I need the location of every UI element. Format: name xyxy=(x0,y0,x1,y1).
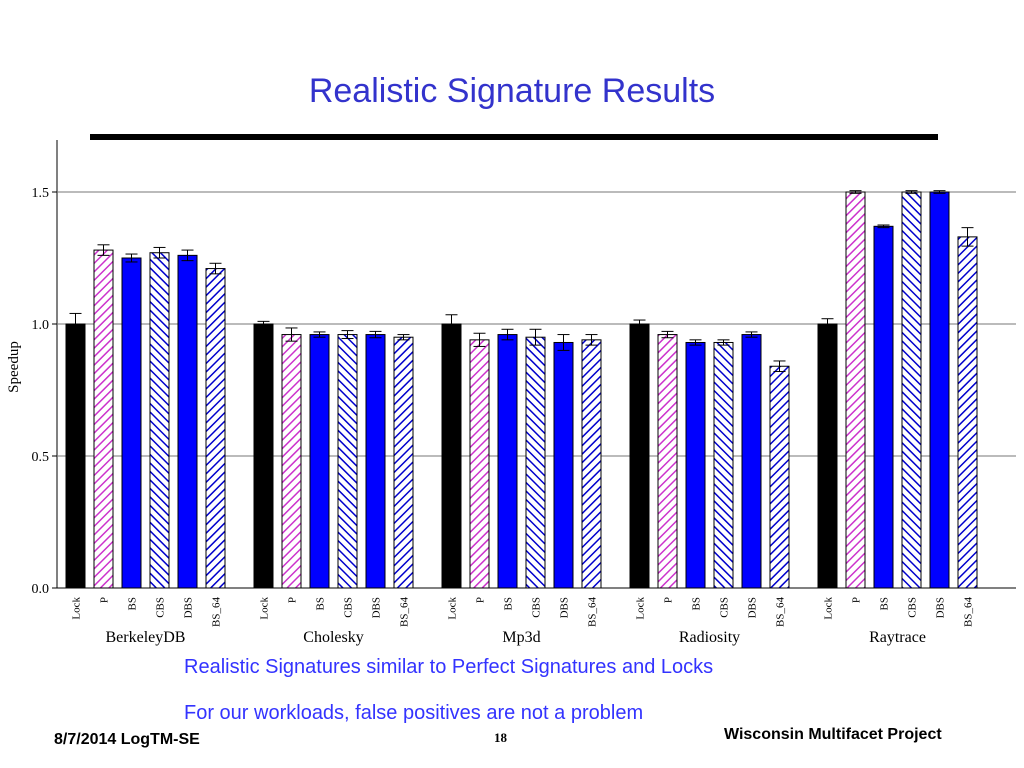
bar-label: CBS xyxy=(719,597,731,618)
footer-project: Wisconsin Multifacet Project xyxy=(724,726,942,743)
note-false-positives: For our workloads, false positives are n… xyxy=(184,702,644,724)
bar-label: Lock xyxy=(823,597,835,620)
bar-radiosity-bs xyxy=(685,341,706,589)
bar-label: BS_64 xyxy=(211,597,223,627)
bar-label: CBS xyxy=(531,597,543,618)
bar-mp3d-p xyxy=(469,339,490,589)
bar-label: CBS xyxy=(907,597,919,618)
bar-label: P xyxy=(851,597,863,603)
bar-cholesky-p xyxy=(281,334,302,589)
bar-label: BS_64 xyxy=(775,597,787,627)
bar-radiosity-p xyxy=(657,334,678,589)
bar-mp3d-lock xyxy=(441,323,462,589)
bar-label: P xyxy=(287,597,299,603)
bar-mp3d-bs-64 xyxy=(581,339,602,589)
group-label-mp3d: Mp3d xyxy=(502,629,540,646)
bar-raytrace-dbs xyxy=(929,191,950,589)
labels-layer: 0.0 0.5 1.0 1.5 Speedup Lock P BS CBS DBS BS_64 Ber… xyxy=(6,186,975,646)
bar-radiosity-lock xyxy=(629,323,650,589)
bar-label: DBS xyxy=(935,597,947,618)
bar-label: BS_64 xyxy=(399,597,411,627)
bar-raytrace-p xyxy=(845,191,866,589)
bar-label: Lock xyxy=(447,597,459,620)
bar-raytrace-bs-64 xyxy=(957,236,978,589)
bar-label: CBS xyxy=(343,597,355,618)
bar-label: BS xyxy=(879,597,891,610)
bar-mp3d-dbs xyxy=(553,341,574,589)
bar-berkeleydb-lock xyxy=(65,323,86,589)
group-label-radiosity: Radiosity xyxy=(679,629,740,646)
y-tick-label: 0.5 xyxy=(32,450,50,465)
bar-mp3d-bs xyxy=(497,334,518,589)
bar-label: DBS xyxy=(371,597,383,618)
slide-number: 18 xyxy=(494,730,507,745)
bar-raytrace-bs xyxy=(873,225,894,589)
bar-radiosity-cbs xyxy=(713,341,734,589)
y-tick-label: 1.0 xyxy=(32,318,50,333)
bar-label: BS xyxy=(315,597,327,610)
bar-label: BS_64 xyxy=(963,597,975,627)
bar-berkeleydb-dbs xyxy=(177,254,198,589)
note-realistic-similar: Realistic Signatures similar to Perfect … xyxy=(184,656,714,678)
bar-label: Lock xyxy=(259,597,271,620)
y-tick-label: 1.5 xyxy=(32,186,50,201)
group-label-raytrace: Raytrace xyxy=(869,629,926,646)
bar-label: Lock xyxy=(71,597,83,620)
bar-label: DBS xyxy=(747,597,759,618)
bar-cholesky-bs-64 xyxy=(393,336,414,589)
title-rule xyxy=(90,134,938,140)
bar-cholesky-cbs xyxy=(337,334,358,589)
bar-berkeleydb-cbs xyxy=(149,252,170,589)
bar-label: BS xyxy=(691,597,703,610)
bar-label: CBS xyxy=(155,597,167,618)
bar-berkeleydb-p xyxy=(93,249,114,589)
footer-date-title: 8/7/2014 LogTM-SE xyxy=(54,731,200,748)
bar-radiosity-bs-64 xyxy=(769,365,790,589)
bar-label: DBS xyxy=(559,597,571,618)
bar-label: BS xyxy=(503,597,515,610)
y-tick-label: 0.0 xyxy=(32,582,50,597)
bar-label: DBS xyxy=(183,597,195,618)
bar-berkeleydb-bs xyxy=(121,257,142,589)
y-axis-label: Speedup xyxy=(6,341,22,393)
slide-title: Realistic Signature Results xyxy=(308,72,716,110)
bar-raytrace-lock xyxy=(817,323,838,589)
bar-cholesky-bs xyxy=(309,334,330,589)
bar-radiosity-dbs xyxy=(741,334,762,589)
bar-label: P xyxy=(475,597,487,603)
group-label-berkeleydb: BerkeleyDB xyxy=(106,629,186,646)
group-label-cholesky: Cholesky xyxy=(303,629,363,646)
bar-cholesky-dbs xyxy=(365,334,386,589)
bar-berkeleydb-bs-64 xyxy=(205,268,226,589)
bar-label: P xyxy=(99,597,111,603)
bar-label: Lock xyxy=(635,597,647,620)
bar-raytrace-cbs xyxy=(901,191,922,589)
bar-label: BS_64 xyxy=(587,597,599,627)
bar-mp3d-cbs xyxy=(525,336,546,589)
speedup-bar-chart: 0.0 0.5 1.0 1.5 Speedup Lock P BS CBS DBS BS_64 Ber… xyxy=(6,140,1016,646)
bar-cholesky-lock xyxy=(253,323,274,589)
bars-layer xyxy=(65,190,978,589)
bar-label: P xyxy=(663,597,675,603)
bar-label: BS xyxy=(127,597,139,610)
